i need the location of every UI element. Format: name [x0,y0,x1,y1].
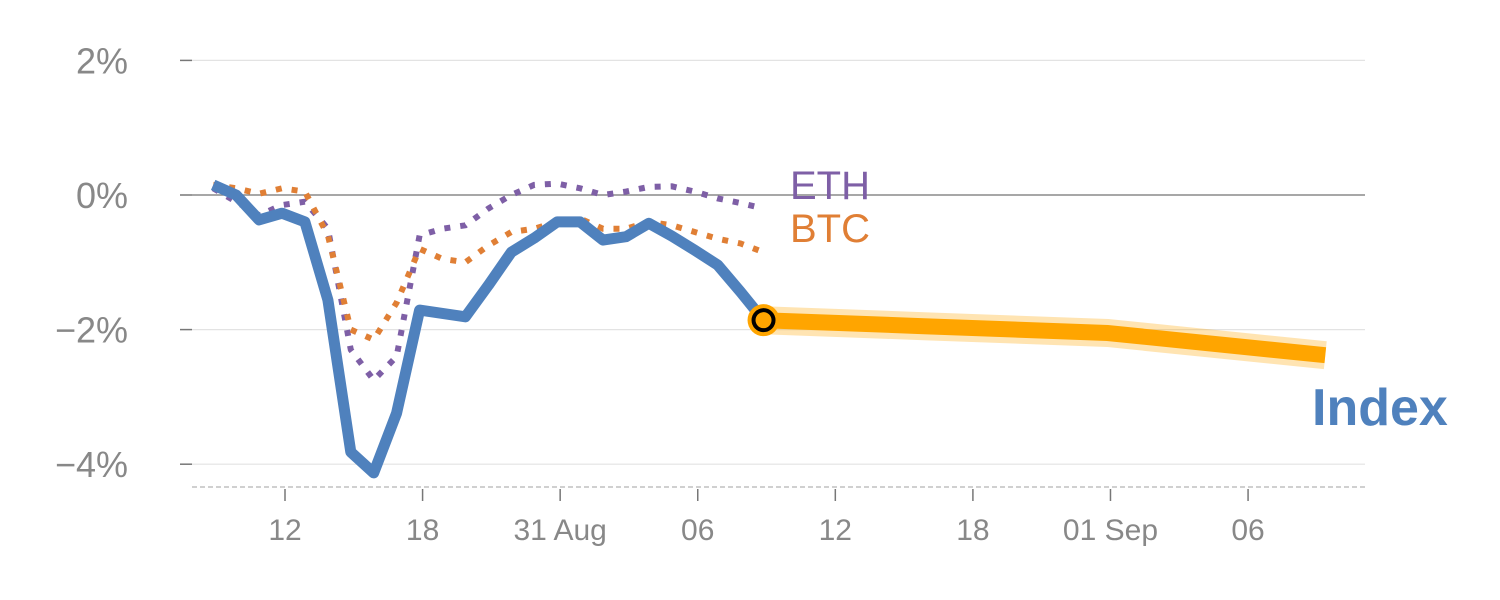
legend-label-eth: ETH [790,164,870,208]
y-tick-label: 0% [76,175,128,216]
x-tick-label: 31 Aug [513,514,606,547]
current-point-marker-ring [751,308,776,333]
x-axis: 12 18 31 Aug 06 12 18 01 Sep 06 [192,486,1365,547]
legend-label-btc: BTC [790,207,870,251]
legend-label-index: Index [1312,379,1448,437]
y-tick-label: −2% [55,310,128,351]
gridlines [192,59,1365,465]
x-tick-label: 06 [1231,514,1264,547]
x-tick-label: 12 [819,514,852,547]
series-line-eth [211,180,765,385]
y-axis: 2% 0% −2% −4% [55,40,192,485]
series-line-index [210,179,768,479]
y-tick-label: −4% [55,444,128,485]
x-tick-label: 18 [956,514,989,547]
x-tick-label: 06 [681,514,714,547]
x-tick-label: 12 [268,514,301,547]
y-tick-label: 2% [76,40,128,81]
x-tick-label: 01 Sep [1063,514,1158,547]
series-line-index-forecast [763,312,1327,364]
series-lines [210,179,1327,479]
x-tick-label: 18 [406,514,439,547]
